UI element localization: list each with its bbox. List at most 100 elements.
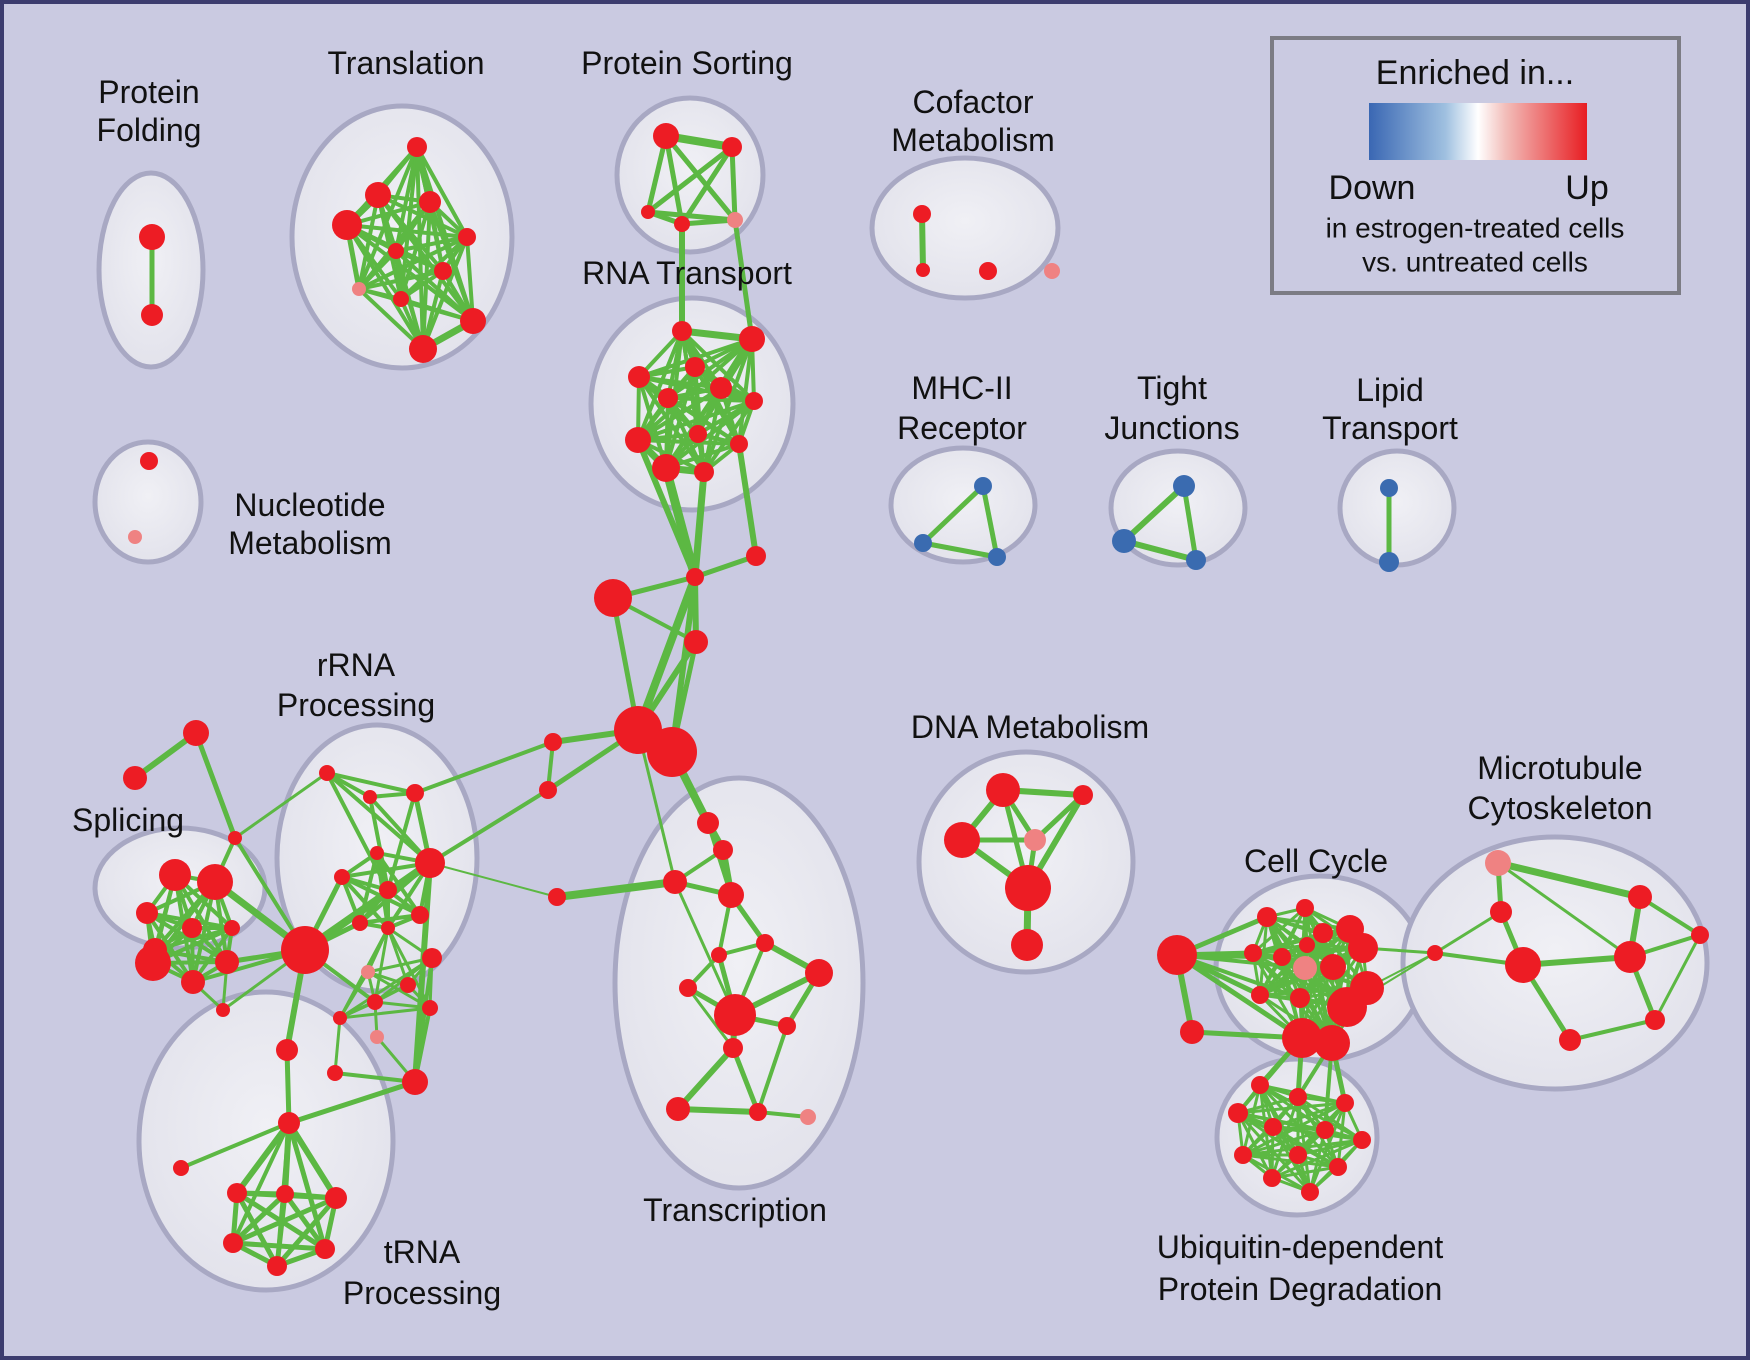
edge xyxy=(368,795,390,892)
node-transcription-13 xyxy=(749,1103,767,1121)
nodes xyxy=(123,123,1709,1276)
edge xyxy=(230,1191,288,1246)
edge xyxy=(675,1045,736,1112)
cluster-label-ubiquitin: Ubiquitin-dependent xyxy=(1157,1229,1444,1265)
node-protein-folding-0 xyxy=(139,224,165,250)
node-rna-transport-4 xyxy=(658,388,678,408)
edge xyxy=(636,329,684,442)
cluster-label-trna: Processing xyxy=(343,1275,501,1311)
node-rna-transport-3 xyxy=(628,366,650,388)
edge xyxy=(1433,910,1503,955)
node-rrna-5 xyxy=(379,881,397,899)
node-ubiquitin-4 xyxy=(1264,1118,1282,1136)
node-translation-0 xyxy=(407,137,427,157)
node-rrna-15 xyxy=(333,1011,347,1025)
cluster-ellipse-trna xyxy=(136,989,396,1293)
node-translation-4 xyxy=(458,228,476,246)
node-rna-transport-7 xyxy=(689,425,707,443)
node-transcription-14 xyxy=(800,1109,816,1125)
cluster-label-transcription: Transcription xyxy=(643,1192,827,1228)
edge xyxy=(692,553,759,580)
edge xyxy=(1174,952,1305,1041)
node-dna-1 xyxy=(1073,785,1093,805)
cluster-label-lipid-transport: Lipid xyxy=(1356,372,1424,408)
node-trna-0 xyxy=(276,1039,298,1061)
node-rrna-2 xyxy=(406,784,424,802)
edge xyxy=(333,1071,417,1084)
node-tight-junctions-0 xyxy=(1173,475,1195,497)
node-trna-7 xyxy=(315,1239,335,1259)
edge xyxy=(428,788,550,865)
node-tight-junctions-1 xyxy=(1112,529,1136,553)
cluster-label-lipid-transport: Transport xyxy=(1322,410,1458,446)
node-splicing-6 xyxy=(135,945,171,981)
edge xyxy=(274,1195,339,1269)
cluster-label-rna-transport: RNA Transport xyxy=(582,255,792,291)
cluster-ellipse-cofactor xyxy=(869,155,1061,301)
edge xyxy=(663,133,738,223)
node-mid-3 xyxy=(684,630,708,654)
node-dna-3 xyxy=(1024,829,1046,851)
node-transcription-7 xyxy=(679,979,697,997)
edge xyxy=(357,145,419,291)
node-protein-folding-1 xyxy=(141,304,163,326)
node-microtubule-0 xyxy=(1485,850,1511,876)
node-trna-2 xyxy=(173,1160,189,1176)
node-rrna-10 xyxy=(361,965,375,979)
node-ubiquitin-7 xyxy=(1234,1146,1252,1164)
edge xyxy=(1236,1095,1300,1115)
edge xyxy=(415,145,469,239)
edge xyxy=(736,441,759,559)
node-cellcycle-8 xyxy=(1299,937,1315,953)
edge xyxy=(338,970,370,1020)
node-transcription-3 xyxy=(718,882,744,908)
cluster-ellipse-dna xyxy=(916,749,1136,975)
edge xyxy=(635,437,698,580)
node-splicing-1 xyxy=(197,864,233,900)
edge xyxy=(675,1106,761,1115)
node-mhc-1 xyxy=(914,534,932,552)
node-rna-transport-2 xyxy=(685,357,705,377)
edge xyxy=(234,1120,292,1196)
cluster-label-tight-junctions: Tight xyxy=(1137,370,1207,406)
node-tight-junctions-2 xyxy=(1186,550,1206,570)
edge xyxy=(637,375,756,403)
node-rna-transport-8 xyxy=(625,427,651,453)
edge xyxy=(358,913,422,925)
edge xyxy=(357,287,425,351)
edge xyxy=(664,399,756,470)
cluster-label-microtubule: Microtubule xyxy=(1477,750,1642,786)
edge xyxy=(1496,861,1632,959)
node-ubiquitin-6 xyxy=(1353,1131,1371,1149)
edge xyxy=(980,483,1000,560)
node-rna-transport-0 xyxy=(672,321,692,341)
cluster-label-ubiquitin: Protein Degradation xyxy=(1158,1271,1443,1307)
legend-subtitle-line2: vs. untreated cells xyxy=(1362,247,1588,278)
node-ubiquitin-9 xyxy=(1329,1158,1347,1176)
node-cellcycle-9 xyxy=(1293,956,1317,980)
edge xyxy=(429,862,558,898)
edge xyxy=(636,399,756,442)
cluster-label-rrna: Processing xyxy=(277,687,435,723)
node-trna-5 xyxy=(325,1187,347,1209)
cluster-label-tight-junctions: Junctions xyxy=(1104,410,1239,446)
edge xyxy=(325,771,417,795)
edge xyxy=(338,956,434,1020)
node-microtubule-8 xyxy=(1645,1010,1665,1030)
node-rna-transport-1 xyxy=(739,326,765,352)
edge xyxy=(1241,1128,1327,1157)
node-dna-2 xyxy=(944,822,980,858)
node-lipid-transport-1 xyxy=(1379,552,1399,572)
node-tri-2 xyxy=(228,831,242,845)
edge xyxy=(702,386,723,474)
edge xyxy=(1494,859,1644,901)
node-cellcycle-6 xyxy=(1244,944,1262,962)
node-lipid-transport-0 xyxy=(1380,479,1398,497)
node-rna-transport-6 xyxy=(745,392,763,410)
cluster-label-cofactor: Metabolism xyxy=(891,122,1055,158)
node-protein-sorting-3 xyxy=(674,216,690,232)
node-splicing-2 xyxy=(136,902,158,924)
